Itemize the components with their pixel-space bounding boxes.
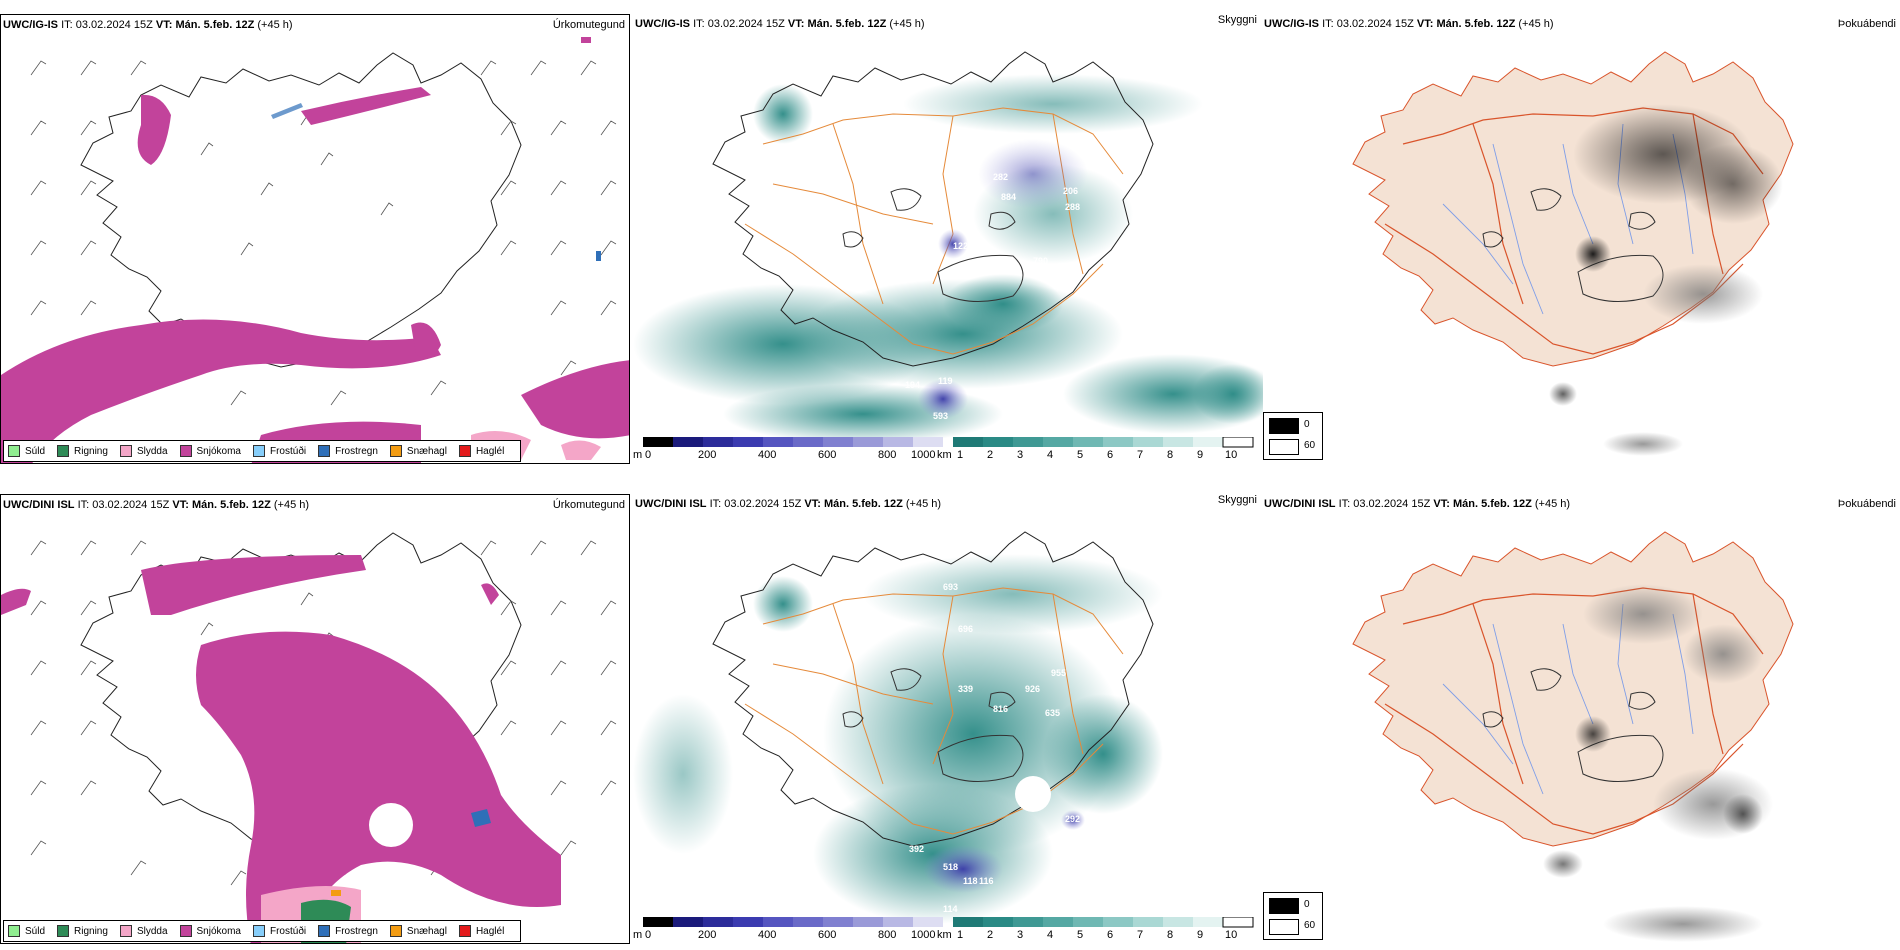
legend-item-hagel: Haglél bbox=[458, 925, 504, 937]
variable-name: Úrkomutegund bbox=[552, 19, 625, 31]
precip-legend: Súld Rigning Slydda Snjókoma Frostúði Fr… bbox=[3, 440, 522, 462]
precip-legend: Súld Rigning Slydda Snjókoma Frostúði Fr… bbox=[3, 920, 522, 942]
legend-item-slydda: Slydda bbox=[119, 445, 168, 457]
svg-text:116: 116 bbox=[979, 876, 994, 886]
variable-name: Þokuábendi bbox=[1837, 498, 1896, 510]
precip-type-map-dini bbox=[1, 532, 617, 943]
visibility-panel-dini: 693 696 955 926 339 635 816 292 392 518 … bbox=[633, 494, 1263, 944]
panel-title: UWC/DINI ISL IT: 03.02.2024 15Z VT: Mán.… bbox=[1264, 498, 1571, 510]
legend-item-snjokoma: Snjókoma bbox=[179, 925, 241, 937]
svg-text:926: 926 bbox=[1025, 684, 1040, 694]
fog-map-dini bbox=[1352, 531, 1794, 942]
precip-type-map-igis bbox=[1, 37, 629, 463]
panel-title: UWC/DINI ISL IT: 03.02.2024 15Z VT: Mán.… bbox=[635, 498, 942, 510]
visibility-colorbar-dini: m 0 200 400 600 800 1000 km 1 2 3 4 5 6 … bbox=[633, 917, 1263, 941]
variable-name: Úrkomutegund bbox=[552, 499, 625, 511]
svg-text:288: 288 bbox=[1065, 202, 1080, 212]
legend-item-snaehagl: Snæhagl bbox=[389, 925, 447, 937]
svg-text:119: 119 bbox=[938, 376, 953, 386]
visibility-colorbar-igis: m 0 200 400 600 800 1000 km 1 2 3 4 5 6 … bbox=[633, 437, 1263, 461]
visibility-map-igis: 636 884 282 206 288 122 790 276 194 119 … bbox=[633, 51, 1263, 444]
svg-text:870: 870 bbox=[1063, 418, 1078, 428]
legend-item-hagel: Haglél bbox=[458, 445, 504, 457]
visibility-labels-igis: 636 884 282 206 288 122 790 276 194 119 … bbox=[775, 142, 1128, 430]
svg-text:206: 206 bbox=[1063, 186, 1078, 196]
legend-item-snjokoma: Snjókoma bbox=[179, 445, 241, 457]
variable-name: Skyggni bbox=[1217, 494, 1257, 506]
legend-item-frostudi: Frostúði bbox=[252, 925, 306, 937]
svg-text:816: 816 bbox=[993, 704, 1008, 714]
legend-item-rigning: Rigning bbox=[57, 925, 108, 937]
legend-item-sudl: Súld bbox=[8, 445, 45, 457]
svg-text:245: 245 bbox=[1043, 420, 1058, 430]
fog-panel-igis: UWC/IG-IS IT: 03.02.2024 15Z VT: Mán. 5.… bbox=[1263, 14, 1900, 464]
fog-map-igis bbox=[1352, 51, 1794, 456]
legend-item-frostregn: Frostregn bbox=[318, 445, 378, 457]
legend-item-frostregn: Frostregn bbox=[318, 925, 378, 937]
svg-text:635: 635 bbox=[1045, 708, 1060, 718]
svg-text:636: 636 bbox=[775, 142, 790, 152]
panel-title: UWC/IG-IS IT: 03.02.2024 15Z VT: Mán. 5.… bbox=[3, 19, 293, 31]
legend-item-rigning: Rigning bbox=[57, 445, 108, 457]
svg-text:114: 114 bbox=[943, 904, 958, 914]
legend-item-frostudi: Frostúði bbox=[252, 445, 306, 457]
svg-text:118: 118 bbox=[963, 876, 978, 886]
legend-item-snaehagl: Snæhagl bbox=[389, 445, 447, 457]
variable-name: Skyggni bbox=[1217, 14, 1257, 26]
svg-text:392: 392 bbox=[909, 844, 924, 854]
svg-text:696: 696 bbox=[958, 624, 973, 634]
panel-title: UWC/DINI ISL IT: 03.02.2024 15Z VT: Mán.… bbox=[3, 499, 310, 511]
visibility-labels-dini: 693 696 955 926 339 635 816 292 392 518 … bbox=[909, 582, 1080, 914]
precip-type-panel-igis: UWC/IG-IS IT: 03.02.2024 15Z VT: Mán. 5.… bbox=[0, 14, 630, 464]
svg-text:339: 339 bbox=[958, 684, 973, 694]
svg-text:292: 292 bbox=[1065, 814, 1080, 824]
svg-text:955: 955 bbox=[1051, 668, 1066, 678]
svg-text:790: 790 bbox=[1033, 256, 1048, 266]
svg-text:518: 518 bbox=[943, 862, 958, 872]
legend-item-slydda: Slydda bbox=[119, 925, 168, 937]
fog-panel-dini: UWC/DINI ISL IT: 03.02.2024 15Z VT: Mán.… bbox=[1263, 494, 1900, 944]
precip-type-panel-dini: UWC/DINI ISL IT: 03.02.2024 15Z VT: Mán.… bbox=[0, 494, 630, 944]
svg-text:593: 593 bbox=[933, 411, 948, 421]
svg-text:122: 122 bbox=[953, 241, 968, 251]
svg-text:693: 693 bbox=[943, 582, 958, 592]
visibility-map-dini: 693 696 955 926 339 635 816 292 392 518 … bbox=[633, 531, 1163, 924]
legend-item-sudl: Súld bbox=[8, 925, 45, 937]
fog-legend-dini: 0 60 bbox=[1263, 892, 1323, 940]
svg-text:884: 884 bbox=[1001, 192, 1016, 202]
panel-title: UWC/IG-IS IT: 03.02.2024 15Z VT: Mán. 5.… bbox=[635, 18, 925, 30]
panel-title: UWC/IG-IS IT: 03.02.2024 15Z VT: Mán. 5.… bbox=[1264, 18, 1554, 30]
variable-name: Þokuábendi bbox=[1837, 18, 1896, 30]
visibility-panel-igis: 636 884 282 206 288 122 790 276 194 119 … bbox=[633, 14, 1263, 464]
svg-text:194: 194 bbox=[905, 380, 920, 390]
svg-text:276: 276 bbox=[1113, 261, 1128, 271]
svg-text:282: 282 bbox=[993, 172, 1008, 182]
fog-legend-igis: 0 60 bbox=[1263, 412, 1323, 460]
